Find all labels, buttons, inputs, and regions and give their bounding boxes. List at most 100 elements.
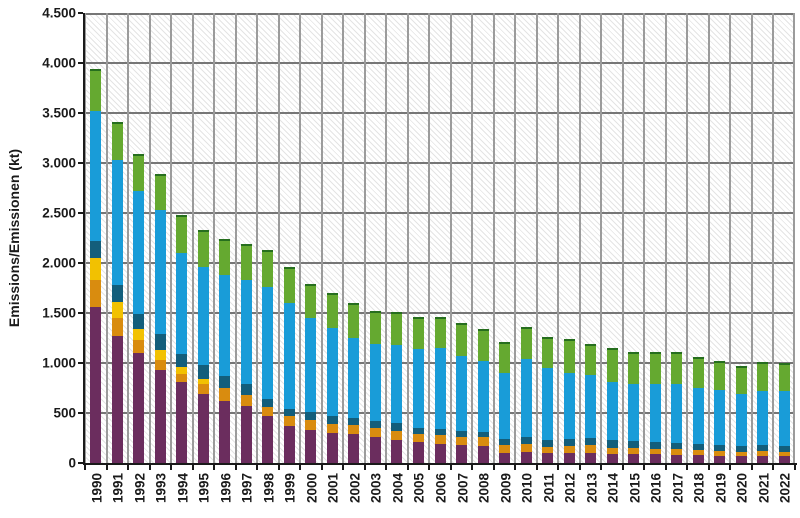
x-tick-label-2005: 2005: [411, 472, 427, 504]
y-tick-label: 500: [53, 405, 76, 421]
x-tick-mark: [105, 465, 108, 470]
segment-green-1998: [262, 250, 274, 287]
x-tick-label-1990: 1990: [89, 472, 105, 504]
y-tick-label: 4.000: [42, 55, 76, 71]
segment-purple-2006: [434, 443, 446, 463]
segment-teal-2006: [434, 428, 446, 435]
segment-lightblue-2001: [326, 327, 338, 416]
y-tick-mark: [78, 312, 83, 314]
bar-2009: [499, 341, 511, 463]
segment-teal-2020: [735, 446, 747, 452]
y-tick-mark: [78, 62, 83, 64]
segment-lightblue-1992: [133, 191, 145, 314]
segment-purple-1998: [262, 416, 274, 463]
v-gridline: [84, 13, 86, 463]
segment-purple-2014: [606, 454, 618, 463]
x-tick-mark: [148, 465, 151, 470]
x-tick-mark: [385, 465, 388, 470]
y-tick-label: 2.500: [42, 205, 76, 221]
x-tick-mark: [794, 465, 796, 470]
segment-teal-1991: [111, 285, 123, 302]
x-tick-mark: [299, 465, 302, 470]
x-tick-label-1993: 1993: [153, 472, 169, 504]
segment-lightblue-1994: [176, 253, 188, 354]
segment-green-2021: [757, 361, 769, 391]
segment-green-2007: [456, 322, 467, 356]
x-tick-mark: [643, 465, 646, 470]
segment-teal-1996: [219, 375, 231, 388]
y-tick-mark: [78, 212, 83, 214]
segment-teal-2001: [326, 416, 338, 424]
x-tick-label-2020: 2020: [734, 472, 750, 504]
segment-lightblue-2009: [499, 372, 511, 439]
segment-green-2016: [649, 352, 661, 384]
segment-orange-2012: [563, 446, 575, 453]
v-gridline: [707, 13, 710, 463]
v-gridline: [471, 13, 474, 463]
segment-purple-2004: [391, 439, 403, 463]
segment-orange-1997: [240, 395, 252, 406]
x-tick-mark: [256, 465, 259, 470]
y-tick-mark: [78, 162, 83, 164]
bar-2006: [434, 316, 446, 463]
v-gridline: [686, 13, 689, 463]
y-tick-mark: [78, 262, 83, 264]
segment-lightblue-2010: [520, 359, 532, 437]
segment-green-1992: [133, 154, 145, 191]
segment-purple-2012: [563, 452, 575, 463]
x-tick-label-2022: 2022: [777, 472, 793, 504]
x-tick-label-1995: 1995: [196, 472, 212, 504]
x-tick-mark: [600, 465, 603, 470]
v-gridline: [729, 13, 732, 463]
segment-orange-2021: [757, 451, 769, 456]
segment-green-1990: [90, 69, 102, 111]
segment-teal-1999: [283, 408, 295, 416]
x-tick-mark: [686, 465, 689, 470]
segment-green-2008: [477, 328, 489, 361]
segment-lightblue-2018: [692, 387, 704, 444]
segment-orange-1996: [219, 387, 231, 401]
segment-teal-1998: [262, 398, 274, 407]
segment-orange-2010: [520, 444, 532, 452]
segment-purple-1997: [240, 406, 252, 463]
segment-orange-2009: [499, 445, 511, 453]
v-gridline: [105, 13, 108, 463]
segment-purple-2020: [735, 456, 747, 463]
segment-yellow-1995: [197, 378, 209, 384]
h-gridline: [85, 312, 795, 314]
segment-purple-1995: [197, 393, 209, 463]
segment-lightblue-1998: [262, 286, 274, 399]
x-tick-label-2016: 2016: [648, 472, 664, 504]
segment-lightblue-1999: [283, 302, 295, 409]
h-gridline: [85, 112, 795, 114]
x-tick-mark: [342, 465, 345, 470]
h-gridline: [85, 13, 795, 15]
segment-purple-2008: [477, 446, 489, 463]
x-tick-label-2013: 2013: [584, 472, 600, 504]
x-tick-mark: [621, 465, 624, 470]
segment-orange-1993: [154, 360, 166, 370]
v-gridline: [277, 13, 280, 463]
segment-lightblue-2020: [735, 393, 747, 446]
segment-teal-2008: [477, 431, 489, 437]
x-tick-mark: [578, 465, 581, 470]
segment-green-1997: [240, 244, 252, 280]
segment-teal-2011: [542, 439, 554, 447]
bar-2015: [628, 351, 640, 463]
x-tick-mark: [170, 465, 173, 470]
x-tick-label-2021: 2021: [756, 472, 772, 504]
segment-orange-2017: [671, 449, 683, 455]
segment-purple-1994: [176, 382, 188, 463]
y-tick-label: 0: [68, 455, 76, 471]
bar-2017: [671, 352, 683, 463]
bar-1992: [133, 154, 145, 463]
segment-teal-2012: [563, 438, 575, 446]
bar-2005: [412, 317, 424, 463]
x-tick-mark: [772, 465, 775, 470]
bar-2019: [714, 360, 726, 463]
v-gridline: [320, 13, 323, 463]
x-tick-mark: [320, 465, 323, 470]
segment-lightblue-2000: [305, 317, 317, 412]
segment-orange-2008: [477, 437, 489, 446]
segment-lightblue-2015: [628, 383, 640, 441]
